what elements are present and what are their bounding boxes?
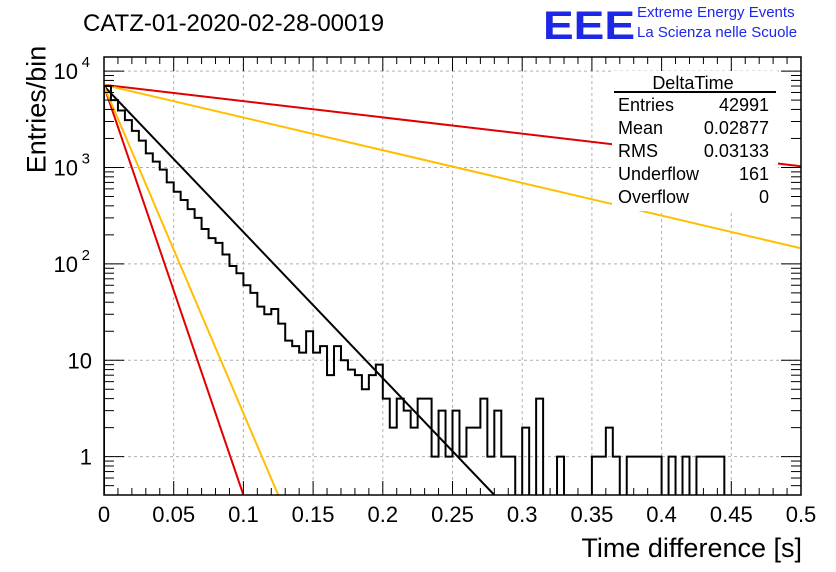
- stats-label-underflow: Underflow: [618, 164, 700, 184]
- stats-label-rms: RMS: [618, 141, 658, 161]
- eee-logo: EEE: [543, 4, 636, 48]
- stats-label-overflow: Overflow: [618, 187, 690, 207]
- y-tick-exponent: 4: [82, 54, 90, 71]
- stats-value-rms: 0.03133: [704, 141, 769, 161]
- y-tick-label: 10: [54, 252, 78, 277]
- x-tick-label: 0: [98, 502, 110, 527]
- histogram-deltatime: [104, 85, 726, 495]
- x-tick-label: 0.35: [570, 502, 613, 527]
- y-tick-label: 10: [54, 59, 78, 84]
- y-axis-label: Entries/bin: [21, 45, 52, 174]
- y-tick-label: 10: [54, 155, 78, 180]
- stats-label-entries: Entries: [618, 95, 674, 115]
- stats-value-overflow: 0: [759, 187, 769, 207]
- stats-value-mean: 0.02877: [704, 118, 769, 138]
- x-tick-label: 0.1: [228, 502, 259, 527]
- x-tick-label: 0.15: [292, 502, 335, 527]
- x-tick-label: 0.45: [710, 502, 753, 527]
- fit-line-0: [104, 85, 496, 495]
- plot-title: CATZ-01-2020-02-28-00019: [83, 10, 385, 37]
- fit-line-2: [104, 85, 280, 495]
- stats-label-mean: Mean: [618, 118, 663, 138]
- fit-line-4: [104, 83, 801, 250]
- y-tick-label: 1: [80, 445, 92, 470]
- fit-line-1: [104, 85, 245, 495]
- logo-subtitle-1: Extreme Energy Events: [637, 4, 795, 21]
- x-tick-label: 0.25: [431, 502, 474, 527]
- x-axis-label: Time difference [s]: [581, 533, 802, 563]
- y-tick-label: 10: [68, 348, 92, 373]
- stats-value-entries: 42991: [719, 95, 769, 115]
- y-tick-exponent: 2: [82, 247, 90, 264]
- stats-box-title: DeltaTime: [652, 73, 733, 93]
- logo-subtitle-2: La Scienza nelle Scuole: [637, 24, 798, 41]
- x-tick-label: 0.05: [152, 502, 195, 527]
- stats-value-underflow: 161: [739, 164, 769, 184]
- x-tick-label: 0.2: [368, 502, 399, 527]
- plot-area: [104, 83, 801, 495]
- x-tick-label: 0.5: [786, 502, 817, 527]
- stats-box-bg: [612, 71, 778, 211]
- x-tick-label: 0.3: [507, 502, 538, 527]
- x-tick-label: 0.4: [646, 502, 677, 527]
- y-tick-exponent: 3: [82, 150, 90, 167]
